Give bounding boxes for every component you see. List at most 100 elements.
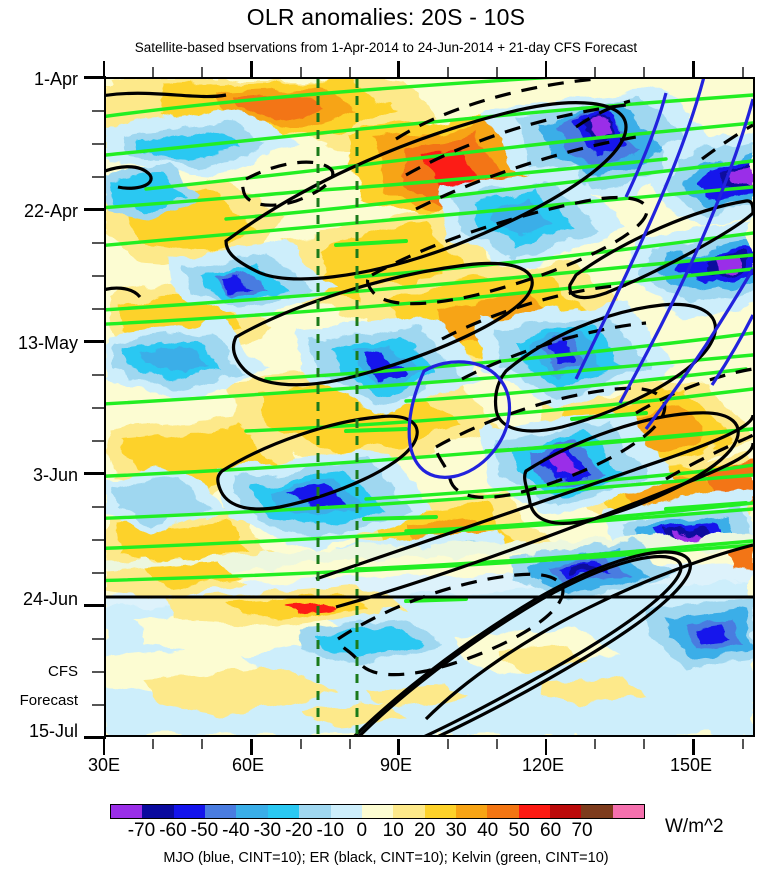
y-major-tick-5 [84,736,106,739]
y-minor-tick [92,175,106,178]
x-minor-tick-40 [152,739,155,749]
legend-footnote: MJO (blue, CINT=10); ER (black, CINT=10)… [163,850,609,866]
colorbar-segment-2 [173,805,206,818]
y-minor-tick [92,109,106,112]
colorbar-tick--60: -60 [159,820,187,841]
x-major-tick-60 [250,739,253,755]
y-tick-label-3: 3-Jun [32,465,78,485]
mjo-contours [407,79,753,479]
colorbar-segment-3 [205,805,237,818]
hovmoller-field [106,79,753,735]
colorbar-tick--10: -10 [316,820,345,841]
x-minor-tick-140 [643,739,646,749]
hovmoller-plot-area[interactable] [104,77,755,737]
x-tick-label-3: 120E [521,755,565,775]
x-major-tick-150 [692,739,695,755]
page-title: OLR anomalies: 20S - 10S [246,4,526,30]
colorbar-tick--50: -50 [190,820,219,841]
y-minor-tick [92,637,106,640]
er-contours-dashed [241,79,753,677]
x-top-tick-150 [692,61,695,77]
x-top-tick-140 [643,67,646,77]
er-contours [106,91,753,735]
y-minor-tick [92,142,106,145]
y-tick-label-1: 22-Apr [23,201,78,221]
x-top-tick-120 [544,61,548,77]
y-minor-tick [92,241,106,244]
x-major-tick-90 [397,739,401,755]
colorbar-segment-10 [424,805,456,818]
colorbar-segment-14 [550,805,582,818]
cfs-forecast-label-line1: CFS [48,663,78,680]
x-top-tick-50 [201,67,204,77]
vertical-reference-lines [316,79,359,735]
y-minor-tick [92,274,106,277]
colorbar-segment-15 [581,805,613,818]
colorbar-tick--20: -20 [285,820,313,841]
x-major-tick-30 [102,739,106,755]
colorbar-tick-10: 10 [382,820,404,841]
colorbar-tick-0: 0 [356,820,368,841]
x-top-tick-60 [250,61,253,77]
x-tick-label-0: 30E [87,755,121,775]
x-minor-tick-70 [299,739,302,749]
y-minor-tick [92,373,106,376]
colorbar [110,804,645,819]
x-minor-tick-80 [348,739,351,749]
kelvin-contours [106,79,753,583]
y-major-tick-2 [84,340,106,343]
colorbar-segment-13 [518,805,551,818]
colorbar-segment-16 [612,805,645,818]
y-minor-tick [92,538,106,541]
colorbar-segment-0 [111,805,143,818]
page-subtitle: Satellite-based bservations from 1-Apr-2… [134,40,638,55]
colorbar-tick--70: -70 [127,820,156,841]
x-tick-label-1: 60E [231,755,265,775]
colorbar-segment-5 [267,805,300,818]
x-major-tick-120 [544,739,548,755]
colorbar-segment-1 [142,805,174,818]
x-top-tick-110 [496,67,499,77]
y-minor-tick [92,439,106,442]
x-minor-tick-50 [201,739,204,749]
x-top-tick-100 [446,67,449,77]
colorbar-tick--30: -30 [253,820,282,841]
cfs-forecast-label-line2: Forecast [19,692,78,709]
colorbar-segment-8 [361,805,394,818]
y-minor-tick [92,406,106,409]
y-minor-tick [92,571,106,574]
colorbar-segment-4 [236,805,268,818]
x-minor-tick-160 [741,739,744,749]
x-top-tick-80 [348,67,351,77]
colorbar-tick-70: 70 [571,820,593,841]
x-top-tick-90 [397,61,401,77]
colorbar-tick-40: 40 [477,820,499,841]
y-minor-tick [92,505,106,508]
colorbar-segment-6 [299,805,331,818]
colorbar-tick--40: -40 [222,820,250,841]
x-tick-label-2: 90E [379,755,413,775]
x-tick-label-4: 150E [669,755,713,775]
colorbar-tick-60: 60 [540,820,562,841]
x-minor-tick-100 [446,739,449,749]
x-top-tick-70 [299,67,302,77]
colorbar-tick-labels: -70 -60 -50 -40 -30 -20 -10 0 10 20 30 40 50 60 70 [0,820,772,842]
x-minor-tick-110 [496,739,499,749]
y-major-tick-0 [84,76,106,79]
x-top-tick-40 [152,67,155,77]
y-tick-label-5: 15-Jul [28,721,78,741]
x-top-tick-130 [594,67,597,77]
x-top-tick-160 [741,67,744,77]
x-minor-tick-130 [594,739,597,749]
colorbar-tick-20: 20 [414,820,436,841]
y-minor-tick [92,670,106,673]
y-tick-label-2: 13-May [17,333,78,353]
colorbar-unit-label: W/m^2 [665,816,724,837]
y-major-tick-1 [84,208,106,211]
y-major-tick-4 [84,604,106,607]
colorbar-segment-9 [393,805,425,818]
y-minor-tick [92,703,106,706]
colorbar-tick-50: 50 [508,820,530,841]
colorbar-segment-12 [487,805,519,818]
y-tick-label-0: 1-Apr [33,69,78,89]
